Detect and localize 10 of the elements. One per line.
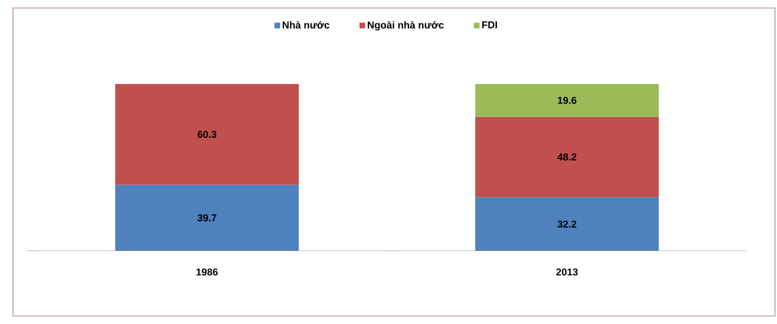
data-label: 32.2 <box>558 220 576 228</box>
data-label: 19.6 <box>558 96 576 104</box>
data-label: 48.2 <box>557 153 576 160</box>
x-tick-label: 2013 <box>556 268 578 276</box>
x-tick-label: 1986 <box>196 268 218 276</box>
legend-label: Ngoài nhà nước <box>368 21 444 31</box>
data-label: 60.3 <box>198 130 216 138</box>
legend-label: Nhà nước <box>282 21 330 29</box>
data-label: 39.7 <box>198 214 216 222</box>
legend-label: FDI <box>482 21 497 28</box>
